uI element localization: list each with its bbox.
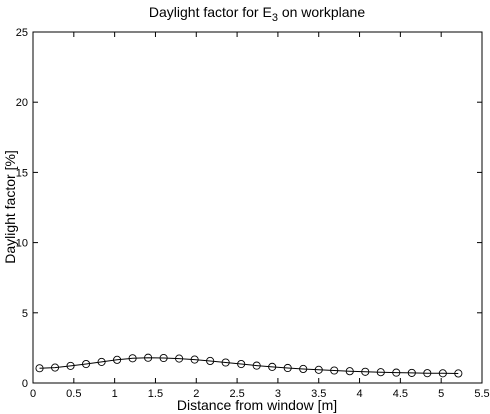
x-axis: 0 0.5 1 1.5 2 2.5 3 3.5 4 4.5 5 5.5 [30,32,490,400]
x-tick-label: 5 [438,388,444,400]
series-layer [36,354,462,377]
chart-title-rest: on workplane [278,4,365,20]
y-tick-label: 5 [22,308,28,320]
chart-title: Daylight factor for E3 on workplane [149,4,365,24]
x-tick-label: 5.5 [474,388,489,400]
x-tick-label: 0.5 [66,388,81,400]
y-tick-label: 20 [16,97,28,109]
y-tick-label: 25 [16,27,28,39]
x-tick-label: 1.5 [148,388,163,400]
y-tick-label: 0 [22,378,28,390]
x-tick-label: 4 [356,388,362,400]
x-tick-label: 4.5 [393,388,408,400]
y-axis-title: Daylight factor [%] [2,150,18,264]
x-axis-title: Distance from window [m] [177,397,337,413]
plot-area-frame [33,32,482,383]
chart-title-main: Daylight factor for E [149,4,272,20]
x-tick-label: 0 [30,388,36,400]
x-tick-label: 1 [112,388,118,400]
